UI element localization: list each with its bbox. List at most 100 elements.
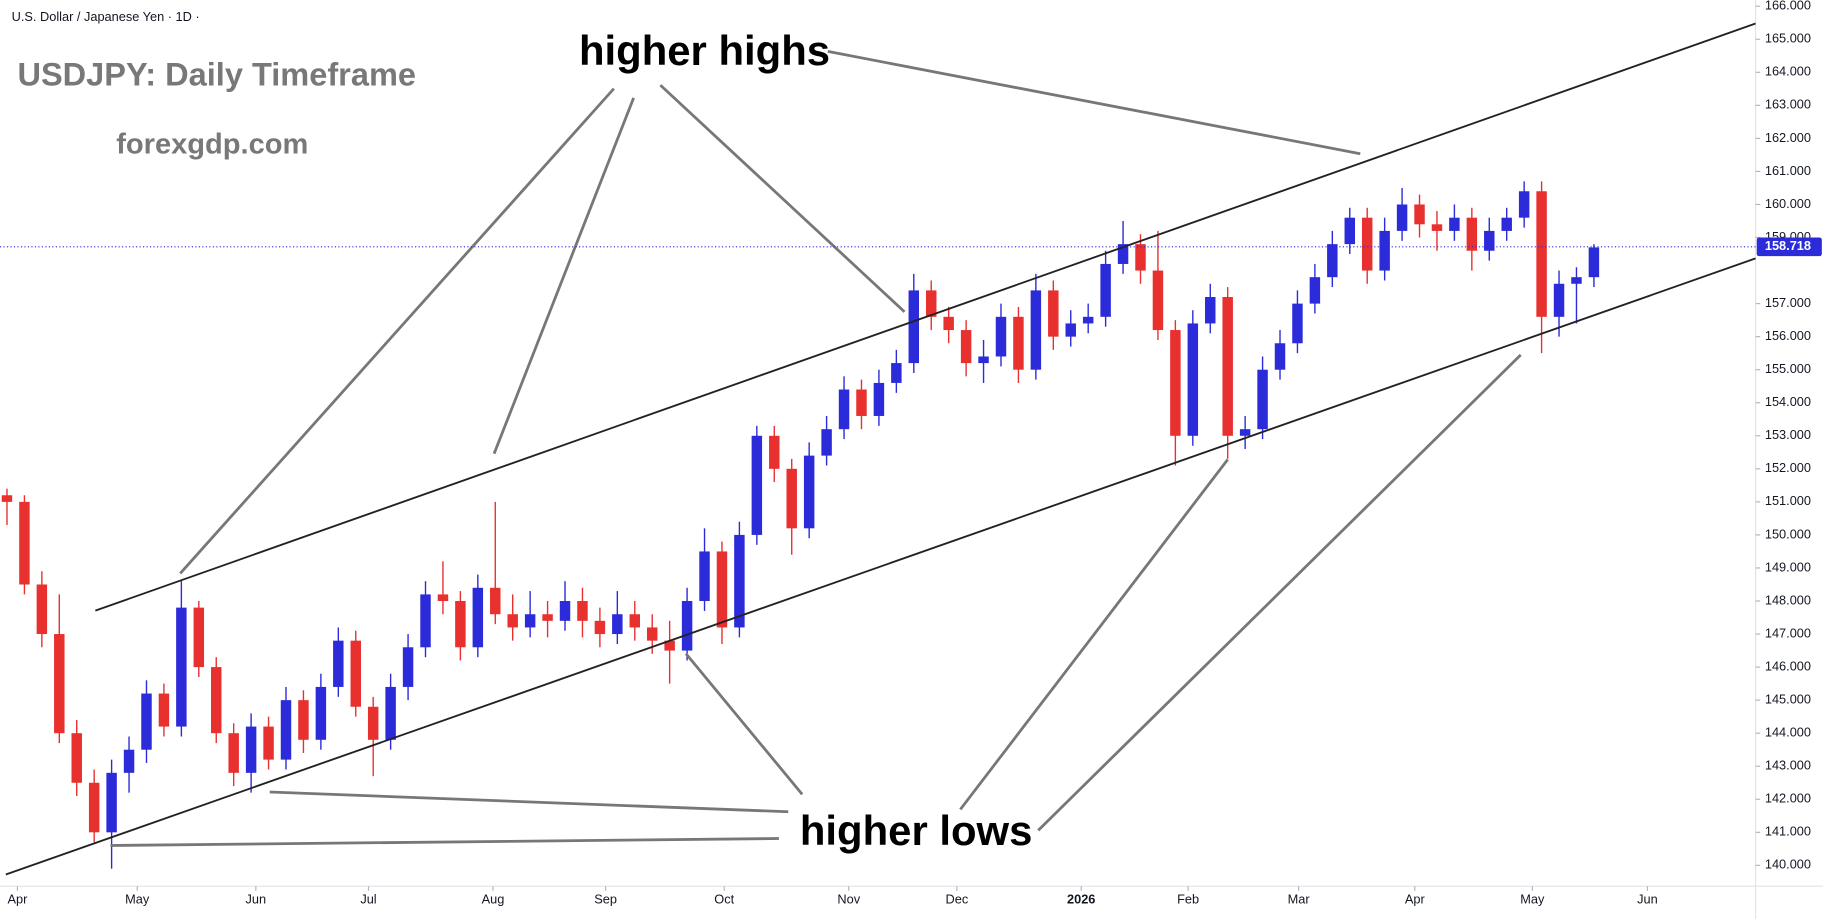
candle-body	[1588, 247, 1600, 278]
candle-body	[88, 782, 100, 833]
y-tick-label: 160.000	[1765, 196, 1811, 211]
candle-body	[1, 495, 13, 502]
candle-body	[786, 468, 797, 529]
candle-body	[873, 382, 885, 416]
site: forexgdp.com	[116, 128, 308, 160]
last-price-tag	[1756, 237, 1822, 257]
symbol-title: U.S. Dollar / Japanese Yen · 1D ·	[12, 9, 200, 24]
candle-body	[629, 614, 641, 628]
y-tick-label: 140.000	[1765, 857, 1811, 872]
pointer	[179, 87, 615, 575]
candles	[1, 181, 1600, 869]
candle-body	[716, 551, 728, 628]
pointer	[492, 97, 635, 455]
y-tick-label: 166.000	[1765, 0, 1811, 13]
candle-body	[1501, 217, 1512, 231]
candle-body	[176, 607, 187, 727]
headline: USDJPY: Daily Timeframe	[17, 57, 416, 93]
candle-body	[803, 455, 815, 529]
y-tick-label: 145.000	[1765, 692, 1811, 707]
candle-body	[298, 700, 309, 740]
candle-body	[1100, 263, 1111, 317]
pointers-lows	[110, 353, 1522, 847]
pointer	[827, 50, 1361, 156]
channel-upper	[95, 22, 1756, 612]
x-tick-label: Jul	[360, 892, 376, 907]
x-tick-label: May	[1520, 892, 1545, 907]
x-tick-label: Oct	[714, 892, 734, 907]
candle-body	[664, 640, 675, 651]
candle-body	[106, 772, 117, 833]
candle-body	[542, 614, 553, 621]
candle-body	[943, 316, 954, 331]
candle-body	[1205, 297, 1216, 324]
candle-body	[734, 534, 745, 628]
x-tick-label: 2026	[1067, 892, 1095, 907]
candle-body	[1239, 429, 1251, 436]
candle-body	[245, 726, 257, 773]
candle-body	[367, 706, 379, 740]
candle-body	[1396, 204, 1408, 231]
candle-body	[1274, 343, 1286, 370]
pointer	[110, 837, 779, 847]
y-tick-label: 142.000	[1765, 791, 1811, 806]
y-tick-label: 143.000	[1765, 758, 1811, 773]
candle-body	[1065, 323, 1076, 337]
x-tick-label: Mar	[1288, 892, 1311, 907]
candle-body	[821, 429, 832, 456]
y-tick-label: 149.000	[1765, 559, 1811, 574]
y-tick-label: 141.000	[1765, 824, 1811, 839]
x-tick-label: May	[125, 892, 150, 907]
candle-body	[385, 686, 396, 740]
candle-body	[402, 647, 414, 687]
candle-body	[1431, 224, 1443, 231]
candle-body	[699, 551, 710, 602]
candle-body	[228, 733, 239, 773]
x-tick-label: Apr	[1405, 892, 1426, 907]
x-tick-label: Jun	[246, 892, 267, 907]
candle-body	[71, 733, 82, 783]
candle-body	[1030, 290, 1042, 370]
candle-body	[1414, 204, 1425, 225]
label-higher-highs: higher highs	[579, 27, 830, 74]
candle-body	[420, 594, 431, 648]
y-tick-label: 164.000	[1765, 64, 1811, 79]
y-tick-label: 148.000	[1765, 592, 1811, 607]
candle-body	[1361, 217, 1373, 271]
candle-body	[1152, 270, 1164, 331]
y-tick-label: 152.000	[1765, 460, 1811, 475]
candle-body	[995, 316, 1007, 357]
candle-body	[978, 356, 989, 364]
candle-body	[1571, 277, 1582, 284]
y-tick-label: 154.000	[1765, 394, 1811, 409]
y-tick-label: 155.000	[1765, 361, 1811, 376]
pointer	[684, 652, 804, 796]
x-tick-label: Aug	[482, 892, 505, 907]
candle-body	[891, 363, 902, 383]
candle-body	[1309, 277, 1321, 304]
candle-body	[1553, 283, 1565, 317]
pointers-highs	[179, 50, 1361, 575]
candle-body	[333, 640, 344, 687]
candle-body	[1292, 303, 1303, 344]
candle-body	[54, 634, 65, 734]
candle-body	[524, 614, 536, 628]
y-tick-label: 165.000	[1765, 31, 1811, 46]
last-price-label: 158.718	[1765, 238, 1811, 253]
candle-body	[646, 627, 658, 641]
candle-body	[594, 620, 606, 635]
y-tick-label: 163.000	[1765, 97, 1811, 112]
y-tick-label: 147.000	[1765, 625, 1811, 640]
candle-body	[577, 601, 588, 621]
candle-body	[1449, 217, 1460, 231]
candle-body	[1518, 191, 1530, 218]
candle-body	[1187, 323, 1199, 436]
candle-body	[1135, 244, 1146, 271]
candle-body	[1344, 217, 1355, 245]
pointer	[959, 458, 1229, 811]
candle-body	[1048, 290, 1059, 337]
x-tick-label: Dec	[946, 892, 969, 907]
candle-body	[559, 601, 571, 621]
candle-body	[769, 435, 780, 469]
